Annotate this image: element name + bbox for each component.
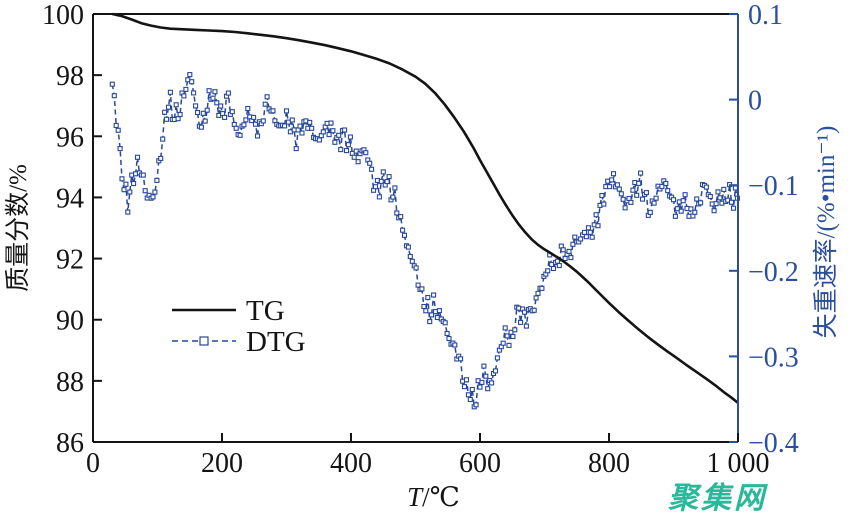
plot-border — [92, 13, 739, 443]
dtg-square-markers — [109, 72, 740, 410]
left-tick-label: 88 — [56, 367, 84, 398]
x-tick-label: 200 — [201, 448, 243, 479]
right-tick-label: 0.1 — [748, 0, 783, 31]
left-tick-label: 94 — [56, 183, 84, 214]
legend-dtg-marker-sample — [199, 336, 209, 346]
right-tick-label: −0.2 — [748, 257, 799, 288]
left-tick-label: 90 — [56, 306, 84, 337]
left-tick-label: 96 — [56, 122, 84, 153]
left-tick-label: 92 — [56, 245, 84, 276]
legend-dtg-label: DTG — [246, 326, 306, 358]
legend-tg-label: TG — [246, 295, 285, 327]
legend-entry-dtg: DTG — [172, 326, 306, 358]
dtg-curve — [109, 72, 740, 410]
right-tick-label: 0 — [748, 86, 762, 117]
x-tick-label: 400 — [330, 448, 372, 479]
right-tick-label: −0.4 — [748, 428, 799, 459]
right-axis: 0.1 0 −0.1 −0.2 −0.3 −0.4 — [729, 0, 799, 459]
left-axis: 100 98 96 94 92 90 88 86 — [42, 0, 102, 459]
bottom-axis: 0 200 400 600 800 1 000 — [86, 433, 770, 479]
right-tick-label: −0.3 — [748, 342, 799, 373]
x-tick-label: 800 — [588, 448, 630, 479]
left-axis-title: 质量分数/% — [4, 164, 32, 292]
right-tick-label: −0.1 — [748, 171, 799, 202]
x-tick-label: 0 — [86, 448, 100, 479]
x-axis-title: T/℃ — [407, 482, 460, 512]
x-tick-label: 1 000 — [707, 448, 770, 479]
right-axis-title: 失重速率/(%•min⁻¹) — [812, 126, 840, 339]
legend-entry-tg: TG — [172, 295, 285, 327]
left-tick-label: 86 — [56, 428, 84, 459]
tg-curve — [112, 12, 739, 404]
left-tick-label: 100 — [42, 0, 84, 31]
x-tick-label: 600 — [459, 448, 501, 479]
watermark: 聚集网 — [668, 482, 767, 515]
left-tick-label: 98 — [56, 61, 84, 92]
dtg-dashed-line — [111, 72, 739, 409]
